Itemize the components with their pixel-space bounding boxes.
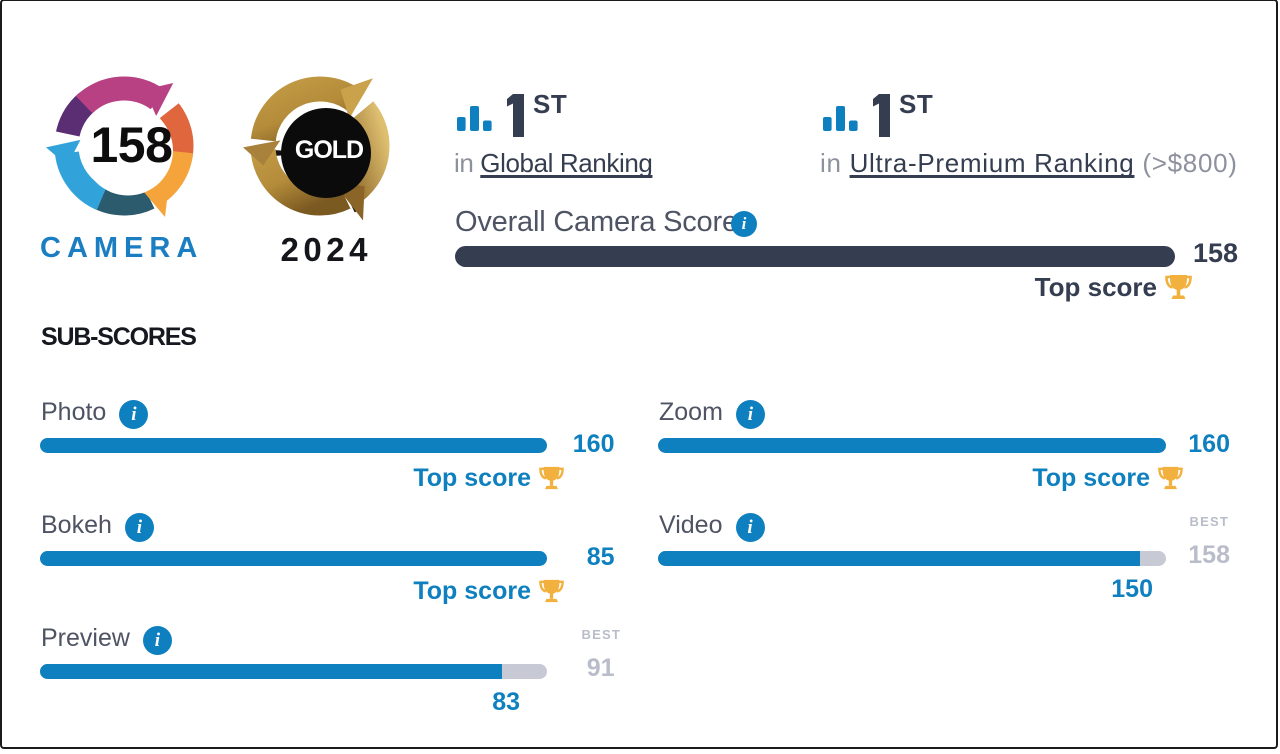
svg-text:GOLD: GOLD — [295, 136, 363, 164]
